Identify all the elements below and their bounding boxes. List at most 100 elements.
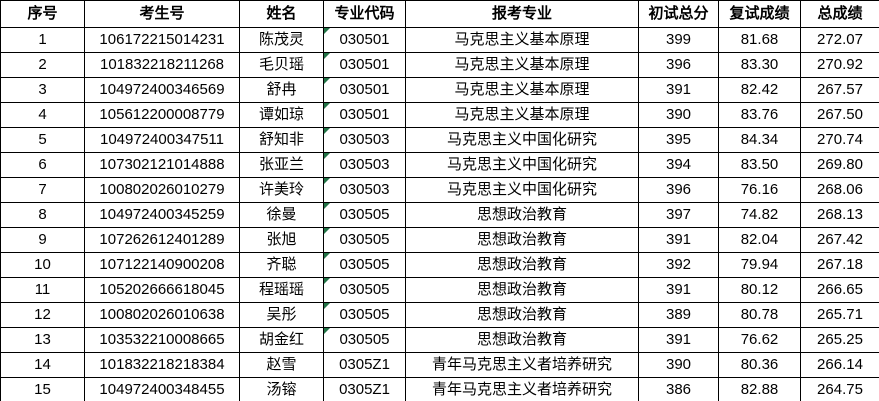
cell-text: 胡金红 — [258, 330, 304, 348]
table-row: 10 107122140900208 齐聪 030505 思想政治教育 392 79.94 2… — [0, 252, 879, 278]
cell-name: 齐聪 — [239, 252, 324, 278]
cell-text: 030501 — [339, 80, 390, 98]
cell-text: 030503 — [339, 155, 390, 173]
cell-major_name: 青年马克思主义者培养研究 — [405, 352, 639, 378]
cell-text: 思想政治教育 — [476, 305, 567, 323]
cell-text: 103532210008665 — [99, 330, 225, 348]
cell-major_name: 思想政治教育 — [405, 302, 639, 328]
cell-initial_score: 392 — [638, 252, 719, 278]
number-as-text-marker-icon — [324, 128, 330, 134]
cell-text: 15 — [34, 380, 51, 398]
cell-text: 80.78 — [740, 305, 779, 323]
cell-name: 陈茂灵 — [239, 27, 324, 53]
cell-major_name: 思想政治教育 — [405, 327, 639, 353]
cell-text: 100802026010638 — [99, 305, 225, 323]
cell-candidate_id: 107262612401289 — [84, 227, 240, 253]
cell-major_code: 030501 — [323, 52, 406, 78]
cell-major_name: 马克思主义基本原理 — [405, 77, 639, 103]
cell-text: 程瑶瑶 — [258, 280, 304, 298]
cell-initial_score: 390 — [638, 352, 719, 378]
table-row: 9 107262612401289 张旭 030505 思想政治教育 391 82.04 26… — [0, 227, 879, 253]
cell-initial_score: 390 — [638, 102, 719, 128]
cell-text: 104972400348455 — [99, 380, 225, 398]
cell-major_name: 思想政治教育 — [405, 227, 639, 253]
cell-initial_score: 395 — [638, 127, 719, 153]
cell-retest_score: 82.42 — [718, 77, 801, 103]
cell-text: 76.16 — [740, 180, 779, 198]
cell-text: 268.13 — [817, 205, 863, 223]
cell-text: 391 — [665, 80, 692, 98]
cell-initial_score: 396 — [638, 177, 719, 203]
cell-no: 3 — [0, 77, 85, 103]
cell-text: 030503 — [339, 180, 390, 198]
cell-text: 思想政治教育 — [476, 230, 567, 248]
cell-text: 思想政治教育 — [476, 255, 567, 273]
cell-text: 谭如琼 — [258, 105, 304, 123]
cell-retest_score: 76.62 — [718, 327, 801, 353]
cell-total_score: 270.74 — [800, 127, 879, 153]
cell-text: 马克思主义中国化研究 — [446, 155, 597, 173]
cell-text: 030501 — [339, 105, 390, 123]
cell-no: 11 — [0, 277, 85, 303]
cell-retest_score: 79.94 — [718, 252, 801, 278]
cell-text: 赵雪 — [266, 355, 297, 373]
cell-major_code: 030505 — [323, 227, 406, 253]
cell-text: 267.57 — [817, 80, 863, 98]
cell-total_score: 264.75 — [800, 377, 879, 401]
cell-text: 思想政治教育 — [476, 280, 567, 298]
number-as-text-marker-icon — [324, 28, 330, 34]
cell-total_score: 267.57 — [800, 77, 879, 103]
cell-major_name: 马克思主义基本原理 — [405, 52, 639, 78]
cell-text: 5 — [38, 130, 47, 148]
cell-initial_score: 391 — [638, 77, 719, 103]
cell-major_name: 思想政治教育 — [405, 277, 639, 303]
cell-text: 264.75 — [817, 380, 863, 398]
number-as-text-marker-icon — [324, 203, 330, 209]
number-as-text-marker-icon — [324, 53, 330, 59]
cell-text: 张旭 — [266, 230, 297, 248]
cell-major_code: 0305Z1 — [323, 377, 406, 401]
cell-text: 83.30 — [740, 55, 779, 73]
cell-name: 汤镕 — [239, 377, 324, 401]
cell-text: 80.36 — [740, 355, 779, 373]
cell-retest_score: 82.04 — [718, 227, 801, 253]
cell-text: 82.42 — [740, 80, 779, 98]
cell-name: 张旭 — [239, 227, 324, 253]
cell-text: 8 — [38, 205, 47, 223]
cell-no: 5 — [0, 127, 85, 153]
cell-name: 张亚兰 — [239, 152, 324, 178]
cell-candidate_id: 104972400348455 — [84, 377, 240, 401]
cell-text: 79.94 — [740, 255, 779, 273]
cell-text: 6 — [38, 155, 47, 173]
cell-major_name: 马克思主义中国化研究 — [405, 177, 639, 203]
cell-text: 270.74 — [817, 130, 863, 148]
cell-text: 105612200008779 — [99, 105, 225, 123]
cell-text: 思想政治教育 — [476, 330, 567, 348]
cell-text: 4 — [38, 105, 47, 123]
cell-name: 舒冉 — [239, 77, 324, 103]
cell-major_code: 030505 — [323, 252, 406, 278]
cell-text: 0305Z1 — [339, 380, 390, 398]
cell-text: 030505 — [339, 280, 390, 298]
column-header-retest_score: 复试成绩 — [718, 0, 801, 28]
cell-text: 9 — [38, 230, 47, 248]
cell-initial_score: 391 — [638, 327, 719, 353]
cell-major_name: 马克思主义基本原理 — [405, 102, 639, 128]
cell-candidate_id: 100802026010638 — [84, 302, 240, 328]
cell-retest_score: 82.88 — [718, 377, 801, 401]
number-as-text-marker-icon — [324, 153, 330, 159]
cell-text: 107262612401289 — [99, 230, 225, 248]
cell-retest_score: 83.76 — [718, 102, 801, 128]
cell-text: 265.71 — [817, 305, 863, 323]
cell-retest_score: 83.50 — [718, 152, 801, 178]
cell-candidate_id: 101832218218384 — [84, 352, 240, 378]
cell-text: 390 — [665, 355, 692, 373]
cell-text: 10 — [34, 255, 51, 273]
cell-retest_score: 83.30 — [718, 52, 801, 78]
number-as-text-marker-icon — [324, 253, 330, 259]
cell-text: 许美玲 — [258, 180, 304, 198]
cell-text: 266.14 — [817, 355, 863, 373]
cell-text: 266.65 — [817, 280, 863, 298]
cell-text: 030505 — [339, 330, 390, 348]
header-row: 序号 考生号 姓名 专业代码 报考专业 初试总分 复试成绩 总成绩 — [0, 0, 879, 28]
